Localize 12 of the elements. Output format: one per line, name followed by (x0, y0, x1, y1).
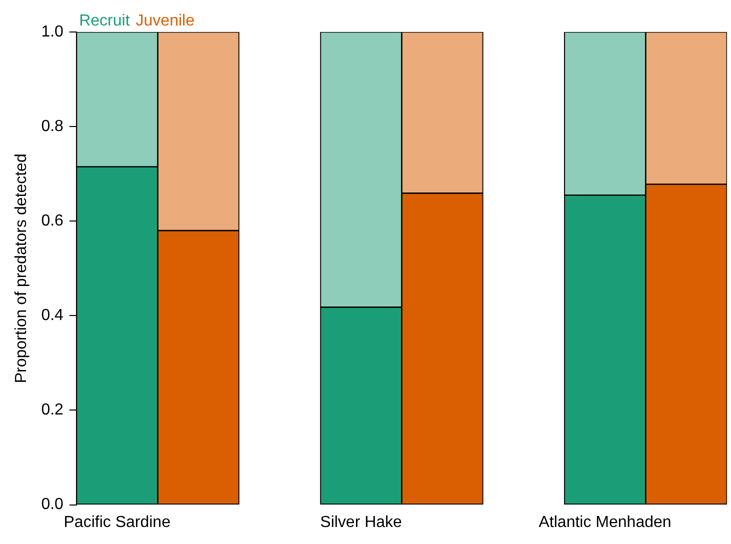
y-tick-label: 0.8 (41, 118, 64, 135)
x-tick-label: Silver Hake (320, 514, 402, 531)
y-tick-label: 1.0 (41, 23, 64, 40)
y-tick-label: 0.6 (41, 212, 64, 230)
y-tick-label: 0.4 (41, 307, 64, 324)
text: Juvenile (136, 12, 195, 30)
y-tick-label: 0.0 (41, 496, 64, 514)
x-tick-label: Pacific Sardine (64, 514, 171, 531)
y-axis-title: Proportion of predators detected (13, 154, 30, 384)
text: Recruit (79, 12, 130, 30)
y-tick-label: 0.2 (41, 402, 64, 419)
x-tick-label: Atlantic Menhaden (538, 514, 672, 531)
